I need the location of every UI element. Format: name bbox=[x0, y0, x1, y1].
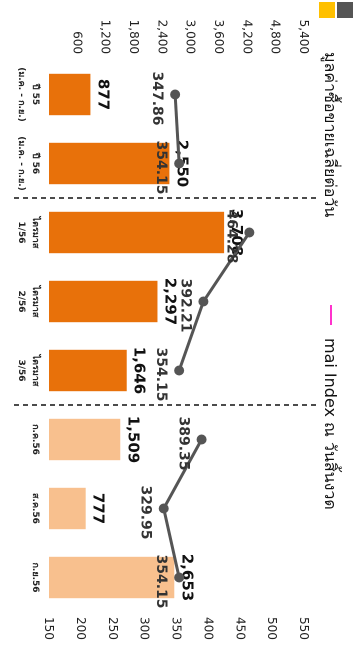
index-point bbox=[244, 227, 255, 238]
left-axis-tick: 3,000 bbox=[184, 20, 198, 54]
index-point bbox=[198, 296, 209, 307]
index-value-label: 389.35 bbox=[176, 416, 192, 470]
category-label: ก.ย.56 bbox=[30, 562, 40, 592]
bar bbox=[49, 487, 86, 530]
category-sublabel: (ม.ค. - ก.ย.) bbox=[16, 67, 26, 122]
right-axis-tick: 550 bbox=[297, 617, 311, 640]
right-axis-tick: 300 bbox=[138, 617, 152, 640]
category-sublabel: 3/56 bbox=[16, 359, 26, 381]
index-line-segment bbox=[173, 94, 181, 164]
index-point bbox=[174, 365, 185, 376]
left-axis-tick: 2,400 bbox=[155, 20, 169, 54]
category-label: ส.ค.56 bbox=[30, 493, 40, 524]
left-axis-tick: 1,800 bbox=[127, 20, 141, 54]
index-value-label: 354.15 bbox=[153, 554, 169, 608]
category-label: ปี 55 bbox=[30, 83, 41, 106]
category-sublabel: (ม.ค. - ก.ย.) bbox=[16, 136, 26, 191]
category-sublabel: 1/56 bbox=[16, 221, 26, 243]
index-point bbox=[174, 572, 185, 583]
index-value-label: 464.28 bbox=[223, 209, 239, 263]
index-value-label: 329.95 bbox=[138, 485, 154, 539]
bar bbox=[48, 73, 91, 116]
right-axis-tick: 400 bbox=[201, 617, 215, 640]
legend-label-line: mai Index ณ วันสิ้นงวด bbox=[321, 338, 342, 510]
index-value-label: 392.21 bbox=[177, 278, 193, 332]
legend-swatch-alt bbox=[319, 2, 335, 18]
bar bbox=[49, 211, 225, 254]
category-label: ไตรมาส bbox=[30, 354, 42, 387]
left-axis-tick: 5,400 bbox=[297, 20, 311, 54]
category-label: ปี 56 bbox=[30, 152, 41, 175]
plot-area: 600 1,200 1,800 2,400 3,000 3,600 4,200 4,800 5,… bbox=[14, 20, 316, 640]
bar bbox=[48, 556, 175, 599]
category-label: ก.ค.56 bbox=[30, 424, 40, 455]
bar-value-label: 2,653 bbox=[178, 554, 196, 601]
bar-value-label: 1,509 bbox=[124, 416, 142, 463]
index-value-label: 354.15 bbox=[153, 347, 169, 401]
index-point bbox=[158, 503, 169, 514]
legend-swatch-bar bbox=[337, 2, 353, 18]
legend: มูลค่าซื้อขายเฉลี่ยต่อวัน mai Index ณ วั… bbox=[319, 2, 353, 510]
right-axis-tick: 500 bbox=[265, 617, 279, 640]
bar-value-label: 1,646 bbox=[131, 347, 149, 394]
index-point bbox=[170, 89, 181, 100]
index-value-label: 354.15 bbox=[153, 140, 169, 194]
bar bbox=[49, 142, 170, 185]
left-axis-tick: 600 bbox=[70, 31, 84, 54]
right-axis-tick: 250 bbox=[106, 617, 120, 640]
left-axis-tick: 4,800 bbox=[269, 20, 283, 54]
left-axis-tick: 1,200 bbox=[99, 20, 113, 54]
index-point bbox=[174, 158, 185, 169]
bar-value-label: 777 bbox=[90, 493, 108, 524]
index-point bbox=[196, 434, 207, 445]
bar bbox=[49, 349, 127, 392]
index-value-label: 347.86 bbox=[149, 71, 165, 125]
category-label: ไตรมาส bbox=[30, 285, 42, 318]
bar-value-label: 2,297 bbox=[161, 278, 179, 325]
right-axis-tick: 350 bbox=[170, 617, 184, 640]
right-axis-tick: 150 bbox=[42, 617, 56, 640]
legend-label-bar: มูลค่าซื้อขายเฉลี่ยต่อวัน bbox=[320, 52, 342, 217]
category-sublabel: 2/56 bbox=[16, 290, 26, 312]
left-axis-tick: 4,200 bbox=[240, 20, 254, 54]
bar bbox=[49, 280, 158, 323]
left-axis-tick: 3,600 bbox=[212, 20, 226, 54]
category-label: ไตรมาส bbox=[30, 216, 42, 249]
bar-value-label: 877 bbox=[94, 79, 112, 110]
right-axis-tick: 200 bbox=[74, 617, 88, 640]
right-axis-tick: 450 bbox=[233, 617, 247, 640]
bar bbox=[49, 418, 121, 461]
